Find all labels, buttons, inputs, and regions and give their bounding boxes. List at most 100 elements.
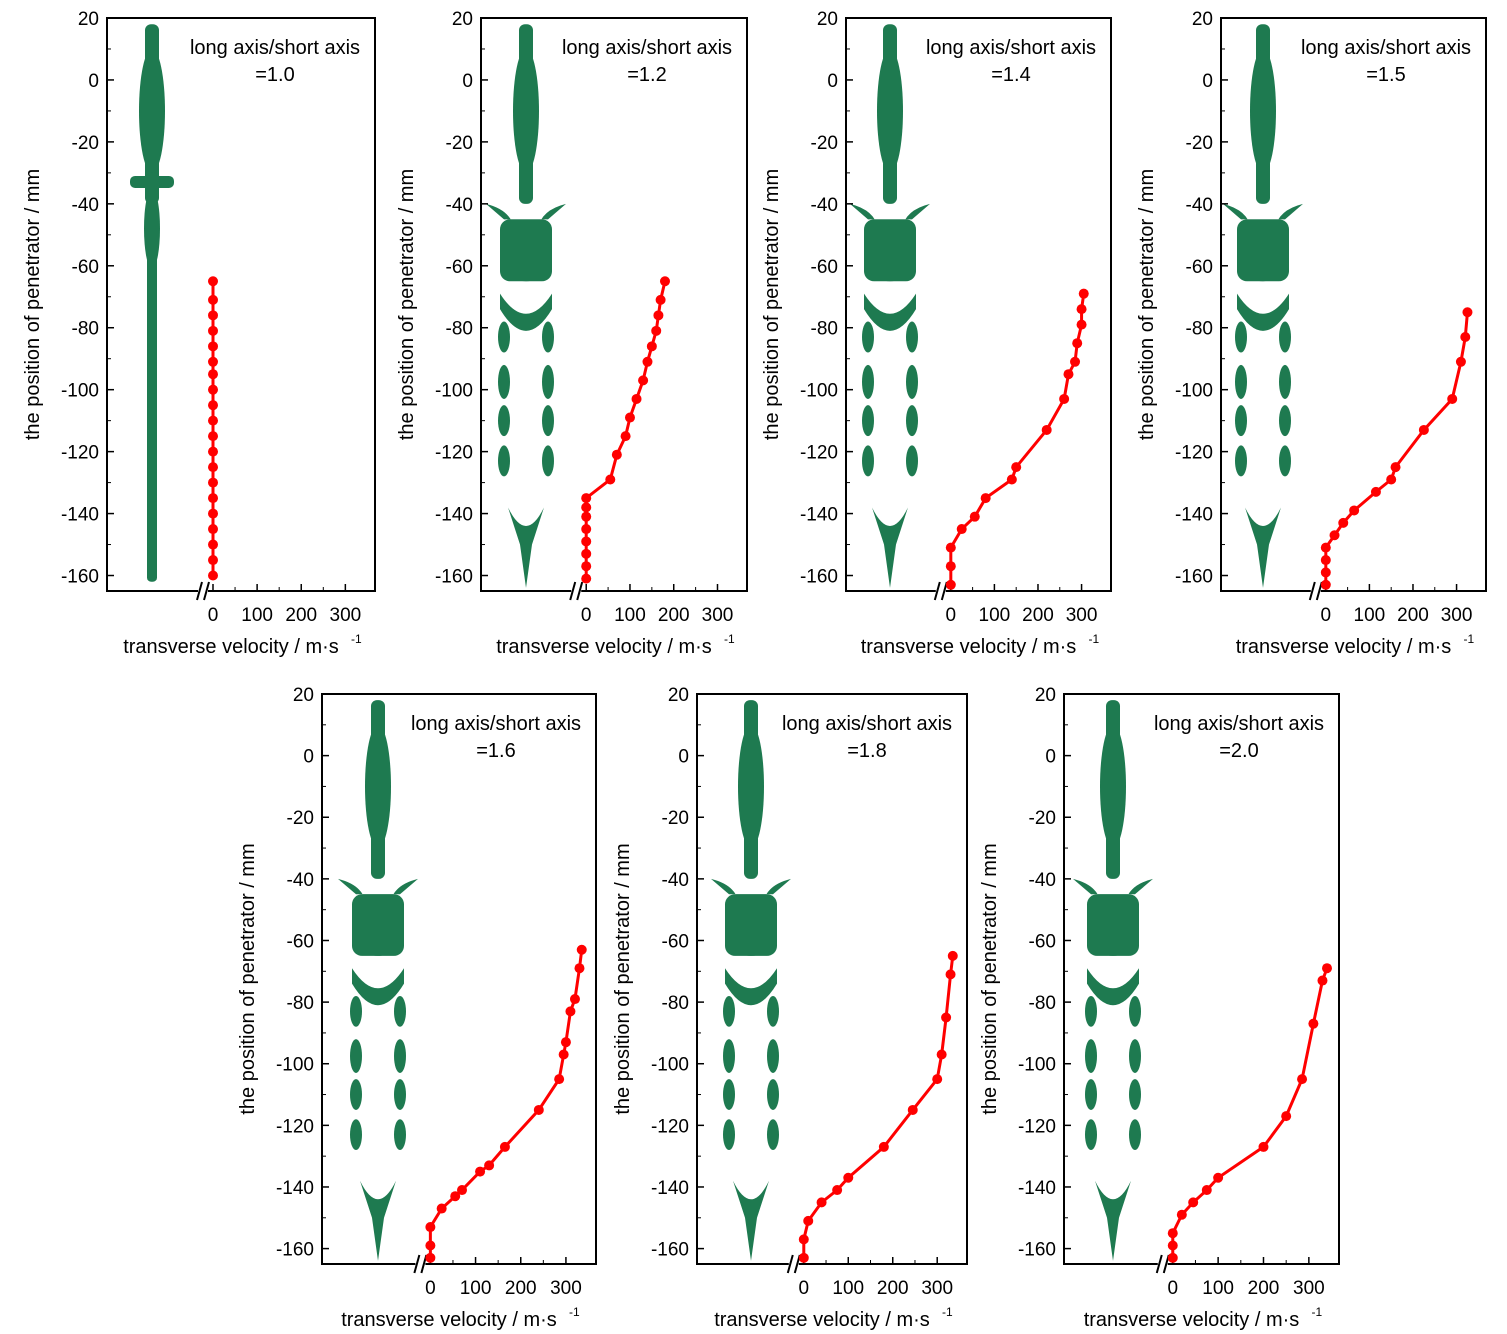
velocity-point	[1320, 567, 1331, 578]
velocity-point	[878, 1141, 889, 1152]
velocity-point	[208, 477, 218, 488]
penetrator-bulge	[513, 48, 539, 173]
velocity-point	[832, 1185, 843, 1196]
x-tick-label: 0	[425, 1278, 436, 1299]
y-tick-label: -20	[287, 808, 314, 829]
y-tick-label: -80	[72, 319, 99, 340]
velocity-point	[624, 412, 635, 423]
velocity-point	[1349, 505, 1360, 516]
penetrator-fragment	[723, 1119, 735, 1150]
x-axis-title-sup: -1	[1464, 632, 1475, 646]
y-axis-title: the position of penetrator / mm	[396, 169, 418, 440]
penetrator-fragment	[1129, 1119, 1141, 1150]
x-axis-title-sup: -1	[569, 1305, 580, 1319]
y-tick-label: -120	[276, 1116, 314, 1137]
y-tick-label: 0	[1045, 747, 1056, 768]
velocity-point	[208, 384, 218, 395]
penetrator-fragment	[1085, 1119, 1097, 1150]
x-axis-title-sup: -1	[1089, 632, 1100, 646]
y-tick-label: -120	[1018, 1116, 1056, 1137]
y-tick-label: -100	[1018, 1055, 1056, 1076]
velocity-point	[1460, 332, 1471, 343]
x-tick-label: 300	[1066, 605, 1098, 626]
x-tick-label: 100	[241, 605, 273, 626]
annotation-ratio-value: =1.6	[476, 740, 515, 762]
annotation-ratio-label: long axis/short axis	[1301, 37, 1471, 59]
axis-break-mark	[196, 581, 203, 601]
velocity-point	[484, 1160, 495, 1171]
axis-break-mark	[576, 581, 584, 601]
velocity-point	[1070, 356, 1081, 367]
penetrator-bulge	[1250, 48, 1276, 173]
y-tick-label: -160	[61, 567, 99, 588]
axis-break-mark	[933, 581, 941, 601]
velocity-point	[208, 493, 218, 504]
penetrator-fragment	[1085, 995, 1097, 1027]
x-axis-title: transverse velocity / m·s	[1084, 1309, 1300, 1331]
annotation-ratio-label: long axis/short axis	[190, 37, 360, 59]
velocity-line	[949, 293, 1086, 585]
penetrator-body	[352, 894, 404, 956]
y-tick-label: -100	[435, 381, 473, 402]
penetrator-bulge	[877, 48, 903, 173]
penetrator-tip	[508, 507, 544, 588]
penetrator-fragment	[1129, 1079, 1141, 1110]
penetrator-shape	[338, 700, 418, 1261]
penetrator-arc	[1087, 968, 1139, 1006]
penetrator-arc	[352, 968, 404, 1006]
velocity-point	[653, 310, 664, 321]
velocity-point	[1322, 963, 1332, 974]
velocity-point	[1063, 369, 1074, 380]
penetrator-fragment	[542, 321, 554, 353]
velocity-line	[802, 955, 955, 1258]
y-tick-label: -20	[811, 133, 838, 154]
x-tick-label: 100	[1202, 1278, 1234, 1299]
penetrator-body	[864, 219, 916, 282]
velocity-point	[1329, 530, 1340, 541]
plot-frame	[696, 693, 968, 1265]
penetrator-fragment	[723, 995, 735, 1027]
velocity-point	[1176, 1209, 1187, 1220]
y-tick-label: -140	[1175, 505, 1213, 526]
axis-break-gap	[788, 1252, 799, 1276]
velocity-point	[450, 1191, 461, 1202]
y-tick-label: -160	[1018, 1240, 1056, 1261]
y-tick-label: -60	[287, 931, 314, 952]
y-tick-label: -120	[651, 1116, 689, 1137]
penetrator-body	[144, 188, 160, 269]
velocity-point	[941, 1012, 952, 1023]
velocity-point	[956, 524, 967, 535]
velocity-point	[651, 325, 662, 336]
y-tick-label: -100	[276, 1055, 314, 1076]
velocity-point	[581, 511, 592, 522]
penetrator-fragment	[1129, 995, 1141, 1027]
velocity-point	[565, 1006, 576, 1017]
velocity-point	[554, 1074, 565, 1085]
velocity-point	[208, 524, 218, 535]
axis-break-mark	[203, 581, 210, 601]
x-tick-label: 300	[1293, 1278, 1325, 1299]
axis-break-gap	[1157, 1252, 1168, 1276]
x-axis-title: transverse velocity / m·s	[714, 1309, 930, 1331]
velocity-point	[208, 276, 218, 287]
x-tick-label: 300	[921, 1278, 953, 1299]
y-tick-label: 20	[78, 9, 99, 30]
penetrator-body	[1087, 894, 1139, 956]
velocity-point	[620, 431, 631, 442]
velocity-point	[1455, 356, 1466, 367]
penetrator-shape	[1073, 700, 1153, 1261]
velocity-point	[638, 375, 649, 386]
x-tick-label: 200	[285, 605, 317, 626]
velocity-point	[475, 1166, 486, 1177]
penetrator-shape	[130, 24, 174, 582]
velocity-point	[581, 524, 592, 535]
velocity-point	[208, 539, 218, 550]
velocity-point	[1006, 474, 1017, 485]
y-tick-label: -120	[1175, 443, 1213, 464]
velocity-point	[1338, 517, 1349, 528]
velocity-point	[581, 493, 592, 504]
penetrator-fragment	[1235, 405, 1247, 437]
y-tick-label: -60	[72, 257, 99, 278]
